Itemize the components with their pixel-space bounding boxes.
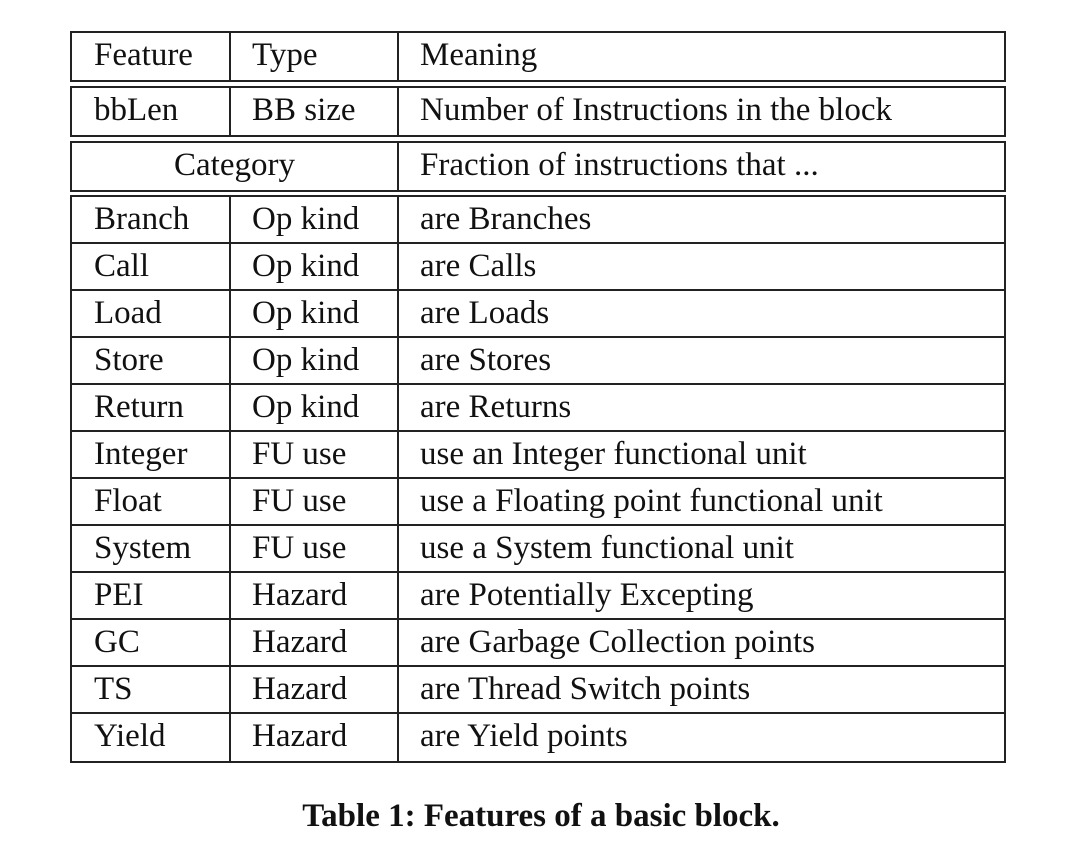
row-type: Op kind: [252, 248, 360, 284]
row-type: Op kind: [252, 295, 360, 331]
column-divider: [397, 88, 399, 135]
column-divider: [397, 244, 399, 289]
row-feature: TS: [94, 671, 133, 707]
header-type: Type: [252, 37, 318, 73]
column-divider: [397, 291, 399, 336]
column-divider: [229, 385, 231, 430]
row-feature: Yield: [94, 718, 166, 754]
column-divider: [229, 620, 231, 665]
row-meaning: are Stores: [420, 342, 552, 378]
row-meaning: are Potentially Excepting: [420, 577, 754, 613]
row-feature: System: [94, 530, 192, 566]
category-label: Category: [174, 147, 295, 183]
table-row: Load Op kind are Loads: [72, 291, 1004, 338]
header-row: Feature Type Meaning: [72, 33, 1004, 80]
row-type: Op kind: [252, 342, 360, 378]
row-meaning: are Thread Switch points: [420, 671, 751, 707]
row-type: Hazard: [252, 671, 348, 707]
column-divider: [397, 573, 399, 618]
bblen-table: bbLen BB size Number of Instructions in …: [70, 86, 1006, 137]
bblen-feature: bbLen: [94, 92, 179, 128]
column-divider: [397, 714, 399, 761]
bblen-meaning: Number of Instructions in the block: [420, 92, 892, 128]
category-table: Category Fraction of instructions that .…: [70, 141, 1006, 192]
column-divider: [229, 88, 231, 135]
row-type: Hazard: [252, 624, 348, 660]
column-divider: [397, 143, 399, 190]
column-divider: [229, 479, 231, 524]
category-meaning: Fraction of instructions that ...: [420, 147, 819, 183]
table-row: TS Hazard are Thread Switch points: [72, 667, 1004, 714]
row-type: FU use: [252, 436, 347, 472]
column-divider: [397, 479, 399, 524]
column-divider: [397, 667, 399, 712]
row-meaning: are Yield points: [420, 718, 628, 754]
column-divider: [229, 244, 231, 289]
column-divider: [397, 526, 399, 571]
column-divider: [397, 338, 399, 383]
row-feature: Branch: [94, 201, 190, 237]
table-row: Store Op kind are Stores: [72, 338, 1004, 385]
column-divider: [229, 526, 231, 571]
column-divider: [397, 432, 399, 477]
column-divider: [229, 197, 231, 242]
column-divider: [229, 667, 231, 712]
table-row: System FU use use a System functional unit: [72, 526, 1004, 573]
row-meaning: use a System functional unit: [420, 530, 794, 566]
column-divider: [229, 714, 231, 761]
column-divider: [397, 33, 399, 80]
row-feature: Return: [94, 389, 184, 425]
column-divider: [229, 432, 231, 477]
row-meaning: are Returns: [420, 389, 572, 425]
row-feature: Load: [94, 295, 162, 331]
row-meaning: are Branches: [420, 201, 592, 237]
row-meaning: use an Integer functional unit: [420, 436, 807, 472]
header-table: Feature Type Meaning: [70, 31, 1006, 82]
bblen-row: bbLen BB size Number of Instructions in …: [72, 88, 1004, 135]
table-row: Branch Op kind are Branches: [72, 197, 1004, 244]
row-type: Op kind: [252, 389, 360, 425]
column-divider: [229, 291, 231, 336]
column-divider: [397, 385, 399, 430]
features-table: Branch Op kind are Branches Call Op kind are …: [70, 195, 1006, 763]
row-feature: GC: [94, 624, 140, 660]
row-feature: PEI: [94, 577, 144, 613]
row-meaning: are Garbage Collection points: [420, 624, 815, 660]
row-type: FU use: [252, 483, 347, 519]
column-divider: [229, 338, 231, 383]
column-divider: [397, 620, 399, 665]
table-row: GC Hazard are Garbage Collection points: [72, 620, 1004, 667]
column-divider: [397, 197, 399, 242]
row-meaning: are Loads: [420, 295, 550, 331]
table-row: PEI Hazard are Potentially Excepting: [72, 573, 1004, 620]
row-feature: Float: [94, 483, 162, 519]
row-type: Op kind: [252, 201, 360, 237]
table-caption: Table 1: Features of a basic block.: [302, 798, 780, 834]
row-feature: Call: [94, 248, 149, 284]
row-feature: Store: [94, 342, 164, 378]
row-meaning: are Calls: [420, 248, 537, 284]
table-row: Return Op kind are Returns: [72, 385, 1004, 432]
header-feature: Feature: [94, 37, 193, 73]
column-divider: [229, 33, 231, 80]
bblen-type: BB size: [252, 92, 356, 128]
header-meaning: Meaning: [420, 37, 538, 73]
table-row: Float FU use use a Floating point function…: [72, 479, 1004, 526]
category-row: Category Fraction of instructions that .…: [72, 143, 1004, 190]
row-feature: Integer: [94, 436, 188, 472]
row-type: Hazard: [252, 577, 348, 613]
row-type: FU use: [252, 530, 347, 566]
table-row: Call Op kind are Calls: [72, 244, 1004, 291]
row-type: Hazard: [252, 718, 348, 754]
column-divider: [229, 573, 231, 618]
row-meaning: use a Floating point functional unit: [420, 483, 883, 519]
table-row: Yield Hazard are Yield points: [72, 714, 1004, 761]
table-row: Integer FU use use an Integer functional u…: [72, 432, 1004, 479]
